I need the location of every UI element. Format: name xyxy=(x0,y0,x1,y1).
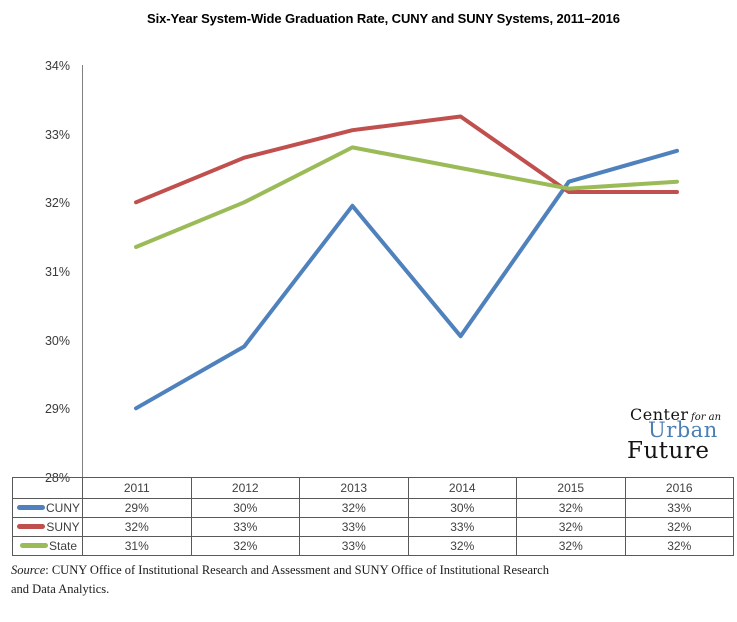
series-label-cell: CUNY xyxy=(12,498,83,518)
source-text: : CUNY Office of Institutional Research … xyxy=(45,563,549,577)
line-suny xyxy=(134,114,679,205)
source-note: Source: CUNY Office of Institutional Res… xyxy=(11,561,631,599)
value-cell: 32% xyxy=(624,536,734,556)
value-cell: 33% xyxy=(407,517,517,537)
value-cell: 32% xyxy=(299,498,409,518)
logo-word-future: Future xyxy=(627,438,710,464)
series-label: CUNY xyxy=(45,501,80,515)
value-cell: 30% xyxy=(190,498,300,518)
value-cell: 33% xyxy=(299,517,409,537)
y-axis-tick-label: 34% xyxy=(44,59,70,73)
value-cell: 32% xyxy=(516,536,626,556)
value-cell: 32% xyxy=(516,517,626,537)
y-axis-tick-label: 29% xyxy=(44,402,70,416)
logo-word-center: Center xyxy=(630,405,689,424)
table-row-suny: SUNY 32% 33% 33% 33% 32% 32% xyxy=(12,517,734,537)
suny-line-swatch xyxy=(17,524,46,529)
logo-word-urban: Urban xyxy=(648,418,718,442)
table-row-cuny: CUNY 29% 30% 32% 30% 32% 33% xyxy=(12,498,734,518)
line-state xyxy=(134,145,679,249)
table-corner-blank xyxy=(12,477,83,499)
value-cell: 32% xyxy=(624,517,734,537)
series-label: State xyxy=(48,539,78,553)
year-header: 2013 xyxy=(299,477,409,499)
table-header-row: 2011 2012 2013 2014 2015 2016 xyxy=(12,477,734,499)
year-header: 2011 xyxy=(82,477,192,499)
value-cell: 29% xyxy=(82,498,192,518)
value-cell: 33% xyxy=(299,536,409,556)
year-header: 2012 xyxy=(190,477,300,499)
chart-title: Six-Year System-Wide Graduation Rate, CU… xyxy=(147,11,620,26)
table-row-state: State 31% 32% 33% 32% 32% 32% xyxy=(12,536,734,556)
y-axis-tick-label: 33% xyxy=(44,128,70,142)
value-cell: 32% xyxy=(407,536,517,556)
cuny-line-swatch xyxy=(16,505,45,510)
year-header: 2015 xyxy=(516,477,626,499)
source-line-2: and Data Analytics. xyxy=(11,582,110,596)
series-label: SUNY xyxy=(46,520,80,534)
source-line-1: Source: CUNY Office of Institutional Res… xyxy=(11,561,631,580)
y-axis-tick-label: 30% xyxy=(44,334,70,348)
state-line-swatch xyxy=(19,543,48,548)
value-cell: 33% xyxy=(624,498,734,518)
data-table: 2011 2012 2013 2014 2015 2016 CUNY 29% 3… xyxy=(12,477,734,556)
source-label: Source xyxy=(11,563,46,577)
value-cell: 32% xyxy=(516,498,626,518)
value-cell: 31% xyxy=(82,536,192,556)
logo-word-for-an: for an xyxy=(691,412,722,423)
y-axis-line xyxy=(82,65,83,477)
value-cell: 32% xyxy=(82,517,192,537)
series-label-cell: SUNY xyxy=(12,517,83,537)
series-label-cell: State xyxy=(12,536,83,556)
y-axis-tick-label: 32% xyxy=(44,196,70,210)
year-header: 2016 xyxy=(624,477,734,499)
y-axis-tick-label: 31% xyxy=(44,265,70,279)
year-header: 2014 xyxy=(407,477,517,499)
value-cell: 32% xyxy=(190,536,300,556)
value-cell: 30% xyxy=(407,498,517,518)
line-cuny xyxy=(134,148,679,411)
value-cell: 33% xyxy=(190,517,300,537)
